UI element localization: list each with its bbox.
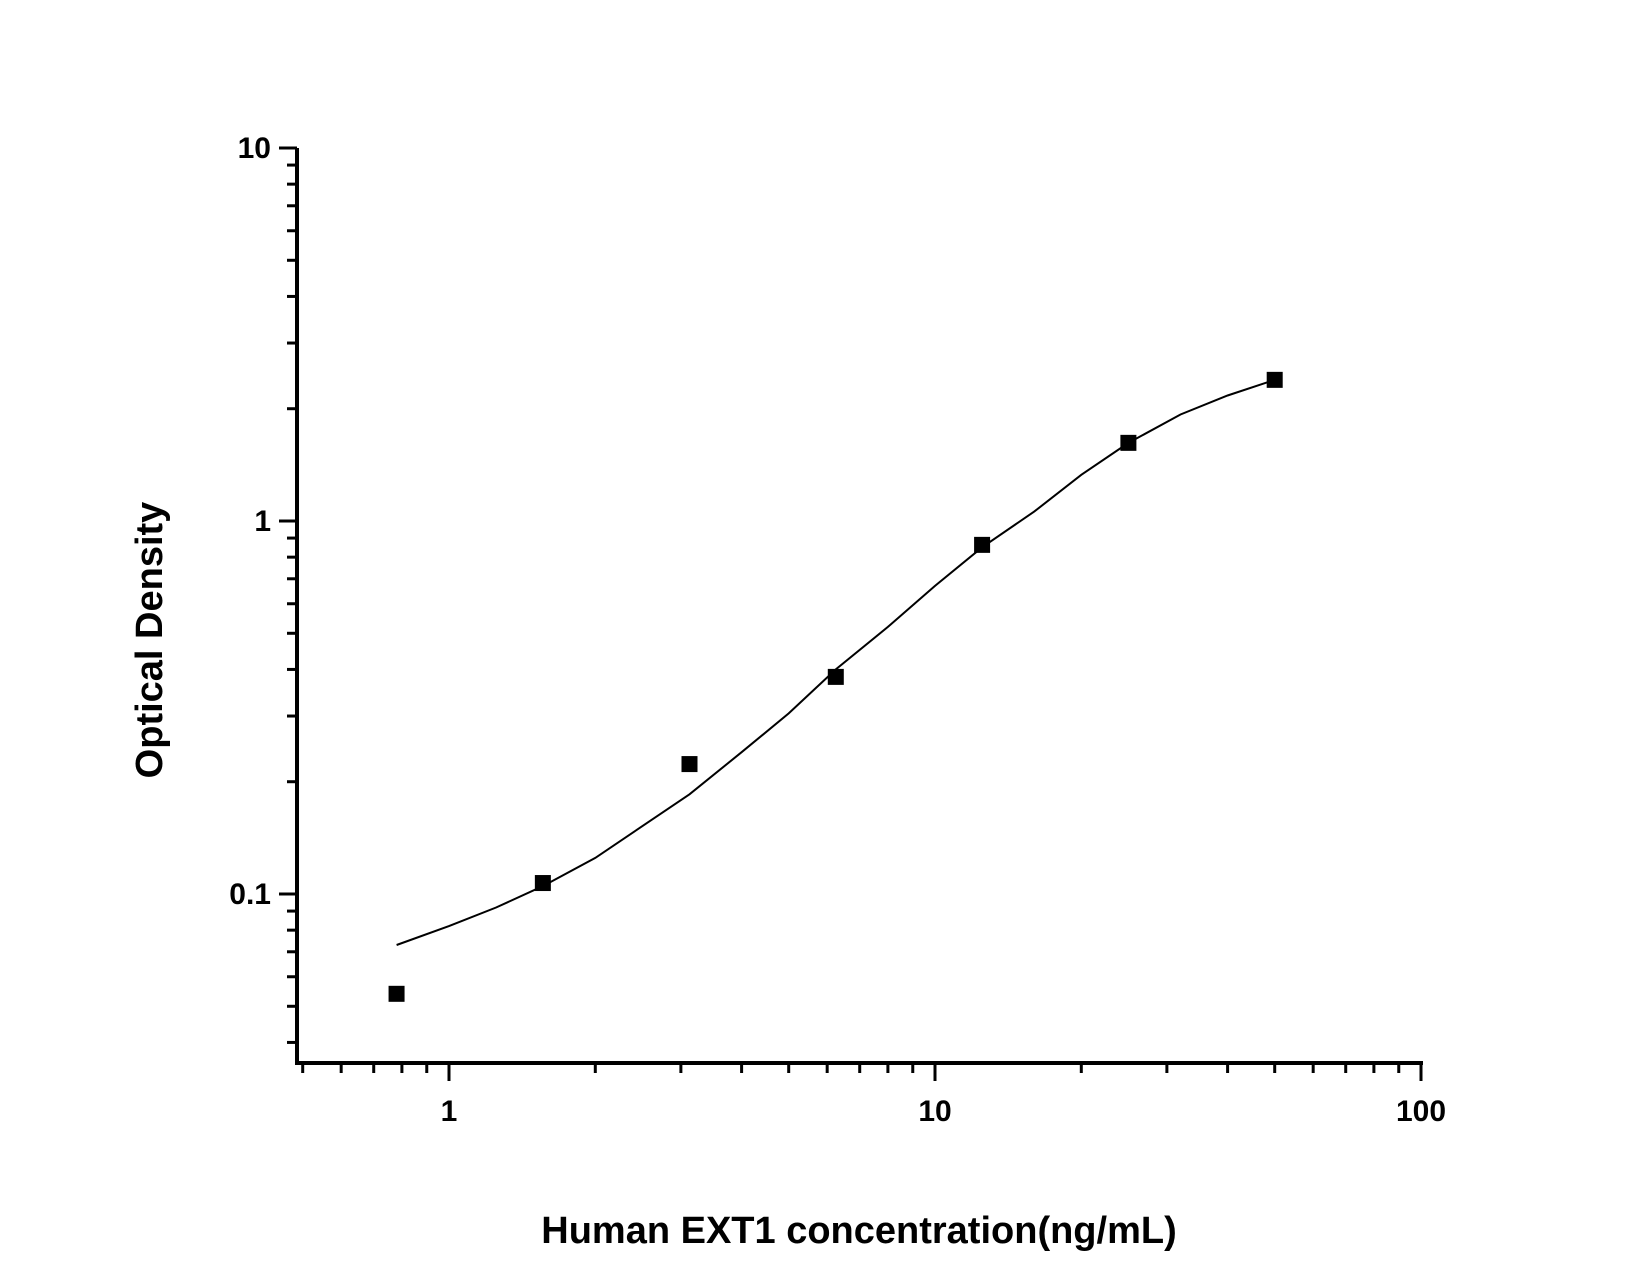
- data-point-square: [534, 875, 551, 892]
- x-axis-title: Human EXT1 concentration(ng/mL): [541, 1210, 1176, 1252]
- fitted-curve: [396, 378, 1276, 946]
- data-point-square: [827, 668, 844, 685]
- x-tick-label: 10: [918, 1095, 951, 1128]
- data-point-square: [388, 985, 405, 1002]
- y-tick-label: 0.1: [229, 878, 271, 911]
- data-point-square: [681, 756, 698, 773]
- x-tick-label: 1: [441, 1095, 458, 1128]
- y-tick-label: 10: [238, 132, 271, 165]
- fitted-curve-line: [396, 378, 1276, 946]
- data-points: [388, 371, 1283, 1002]
- axis-labels: Human EXT1 concentration(ng/mL) Optical …: [129, 502, 1177, 1252]
- y-tick-label: 1: [254, 505, 271, 538]
- x-tick-label: 100: [1396, 1095, 1446, 1128]
- data-point-square: [1266, 371, 1283, 388]
- axes: 0.1 1 10 1 10 100: [229, 132, 1446, 1128]
- data-point-square: [1120, 434, 1137, 451]
- y-axis-title: Optical Density: [129, 502, 171, 779]
- data-point-square: [974, 536, 991, 553]
